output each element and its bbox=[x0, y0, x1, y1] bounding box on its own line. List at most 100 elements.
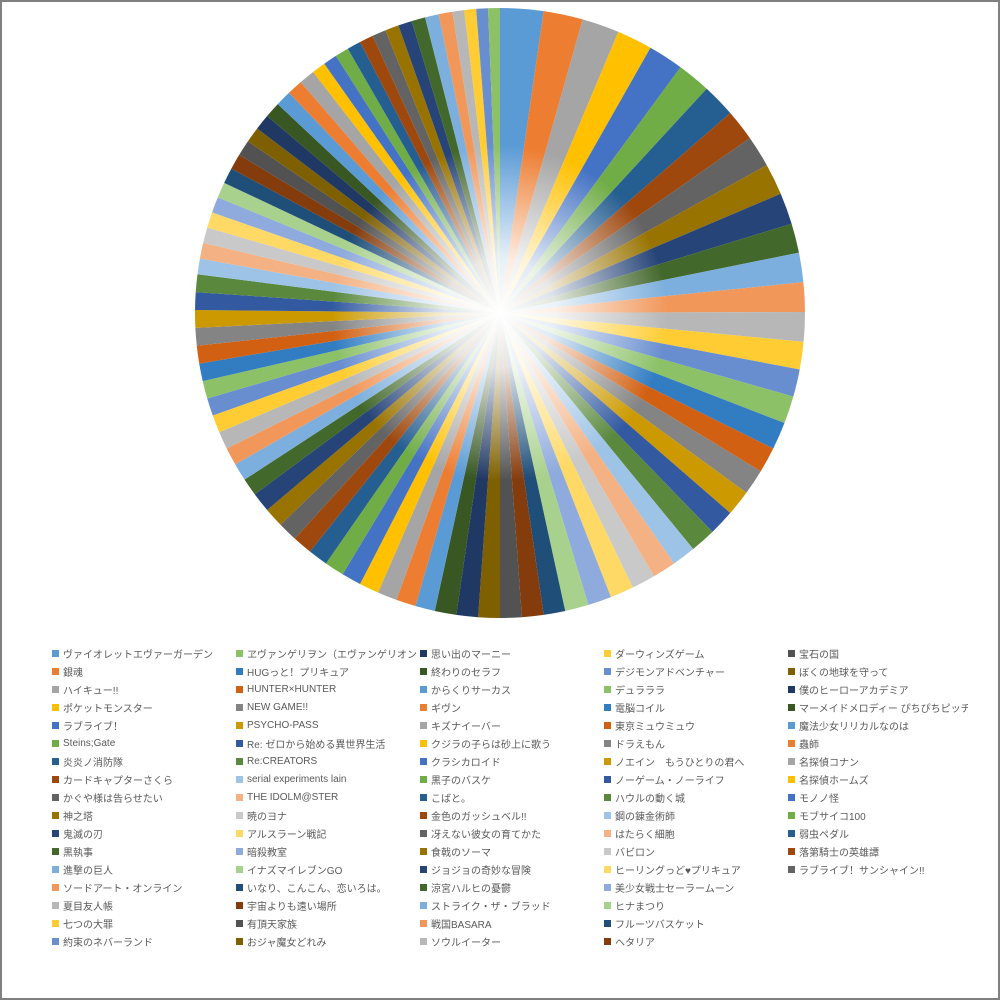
legend-label: 銀魂 bbox=[63, 664, 83, 679]
legend-swatch bbox=[788, 830, 795, 837]
legend-item: ソウルイーター bbox=[420, 932, 600, 950]
legend-item: 終わりのセラフ bbox=[420, 662, 600, 680]
legend-swatch bbox=[236, 902, 243, 909]
legend-label: 冴えない彼女の育てかた bbox=[431, 826, 541, 841]
legend-label: HUGっと！プリキュア bbox=[247, 664, 349, 679]
legend-swatch bbox=[236, 668, 243, 675]
legend-item: 蟲師 bbox=[788, 734, 968, 752]
legend-item: PSYCHO-PASS bbox=[236, 716, 416, 734]
legend-swatch bbox=[420, 686, 427, 693]
legend-label: 蟲師 bbox=[799, 736, 819, 751]
pie-chart-container bbox=[2, 2, 998, 618]
legend-label: 戦国BASARA bbox=[431, 916, 492, 931]
legend-swatch bbox=[236, 704, 243, 711]
legend-label: 弱虫ペダル bbox=[799, 826, 849, 841]
chart-frame: { "chart": { "type": "pie", "diameter_px… bbox=[0, 0, 1000, 1000]
legend-label: 神之塔 bbox=[63, 808, 93, 823]
legend-swatch bbox=[420, 668, 427, 675]
legend-item: ヱヴァンゲリヲン（エヴァンゲリオン） bbox=[236, 644, 416, 662]
legend-swatch bbox=[52, 920, 59, 927]
legend-label: ヴァイオレットエヴァーガーデン bbox=[63, 646, 213, 661]
legend-label: ソードアート・オンライン bbox=[63, 880, 182, 895]
legend-swatch bbox=[604, 704, 611, 711]
legend-label: ヒーリングっど♥プリキュア bbox=[615, 862, 741, 877]
legend-swatch bbox=[788, 740, 795, 747]
legend-swatch bbox=[604, 866, 611, 873]
legend-item: 神之塔 bbox=[52, 806, 232, 824]
legend-item: 有頂天家族 bbox=[236, 914, 416, 932]
legend-swatch bbox=[420, 830, 427, 837]
legend-item: ストライク・ザ・ブラッド bbox=[420, 896, 600, 914]
legend-item: マーメイドメロディー ぴちぴちピッチ bbox=[788, 698, 968, 716]
legend-swatch bbox=[420, 902, 427, 909]
pie-center-fade bbox=[195, 8, 805, 618]
legend-swatch bbox=[52, 938, 59, 945]
legend-label: ハウルの動く城 bbox=[615, 790, 685, 805]
legend-label: 約束のネバーランド bbox=[63, 934, 153, 949]
legend-label: Re: ゼロから始める異世界生活 bbox=[247, 736, 385, 751]
legend-item: 食戟のソーマ bbox=[420, 842, 600, 860]
legend-label: ノエイン もうひとりの君へ bbox=[615, 754, 744, 769]
legend-label: serial experiments lain bbox=[247, 774, 347, 785]
legend-label: 宝石の国 bbox=[799, 646, 839, 661]
legend-item: 炎炎ノ消防隊 bbox=[52, 752, 232, 770]
legend-swatch bbox=[788, 848, 795, 855]
legend-swatch bbox=[52, 668, 59, 675]
legend-item: モブサイコ100 bbox=[788, 806, 968, 824]
legend-item: 美少女戦士セーラームーン bbox=[604, 878, 784, 896]
legend-item: Steins;Gate bbox=[52, 734, 232, 752]
legend-item: バビロン bbox=[604, 842, 784, 860]
legend-label: かぐや様は告らせたい bbox=[63, 790, 163, 805]
legend-swatch bbox=[788, 668, 795, 675]
legend-item: クラシカロイド bbox=[420, 752, 600, 770]
legend-swatch bbox=[420, 704, 427, 711]
legend-item: THE IDOLM@STER bbox=[236, 788, 416, 806]
legend-label: ポケットモンスター bbox=[63, 700, 153, 715]
legend-item: デュラララ bbox=[604, 680, 784, 698]
legend-label: からくりサーカス bbox=[431, 682, 511, 697]
legend-label: ストライク・ザ・ブラッド bbox=[431, 898, 551, 913]
legend-item: 思い出のマーニー bbox=[420, 644, 600, 662]
legend-swatch bbox=[604, 650, 611, 657]
legend-item: ハウルの動く城 bbox=[604, 788, 784, 806]
legend-label: 東京ミュウミュウ bbox=[615, 718, 695, 733]
legend-label: ヱヴァンゲリヲン（エヴァンゲリオン） bbox=[247, 646, 416, 661]
legend-item: 涼宮ハルヒの憂鬱 bbox=[420, 878, 600, 896]
legend-label: ノーゲーム・ノーライフ bbox=[615, 772, 725, 787]
legend-label: カードキャプターさくら bbox=[63, 772, 173, 787]
legend-swatch bbox=[420, 794, 427, 801]
legend-swatch bbox=[604, 740, 611, 747]
legend-label: 名探偵コナン bbox=[799, 754, 859, 769]
legend-swatch bbox=[236, 866, 243, 873]
legend-swatch bbox=[52, 740, 59, 747]
legend-item: 名探偵コナン bbox=[788, 752, 968, 770]
legend-swatch bbox=[52, 758, 59, 765]
pie-chart bbox=[195, 8, 805, 618]
legend-label: イナズマイレブンGO bbox=[247, 862, 342, 877]
legend-label: ソウルイーター bbox=[431, 934, 501, 949]
legend-item: 暁のヨナ bbox=[236, 806, 416, 824]
legend-label: 名探偵ホームズ bbox=[799, 772, 869, 787]
legend-swatch bbox=[236, 722, 243, 729]
legend-label: ラブライブ！サンシャイン!! bbox=[799, 862, 925, 877]
legend-item: 金色のガッシュベル!! bbox=[420, 806, 600, 824]
legend-swatch bbox=[788, 722, 795, 729]
legend-label: Re:CREATORS bbox=[247, 756, 317, 767]
legend-label: 魔法少女リリカルなのは bbox=[799, 718, 909, 733]
legend-item: キズナイーバー bbox=[420, 716, 600, 734]
legend-item: ギヴン bbox=[420, 698, 600, 716]
legend-swatch bbox=[420, 740, 427, 747]
legend-item: かぐや様は告らせたい bbox=[52, 788, 232, 806]
legend-item: ジョジョの奇妙な冒険 bbox=[420, 860, 600, 878]
legend-swatch bbox=[604, 920, 611, 927]
legend-item: 銀魂 bbox=[52, 662, 232, 680]
legend-label: 鬼滅の刃 bbox=[63, 826, 103, 841]
legend-label: フルーツバスケット bbox=[615, 916, 705, 931]
legend-item: 電脳コイル bbox=[604, 698, 784, 716]
legend-label: ぼくの地球を守って bbox=[799, 664, 889, 679]
legend-swatch bbox=[420, 920, 427, 927]
legend-item: 鋼の錬金術師 bbox=[604, 806, 784, 824]
legend-label: アルスラーン戦記 bbox=[247, 826, 326, 841]
legend-item: カードキャプターさくら bbox=[52, 770, 232, 788]
legend-item: デジモンアドベンチャー bbox=[604, 662, 784, 680]
